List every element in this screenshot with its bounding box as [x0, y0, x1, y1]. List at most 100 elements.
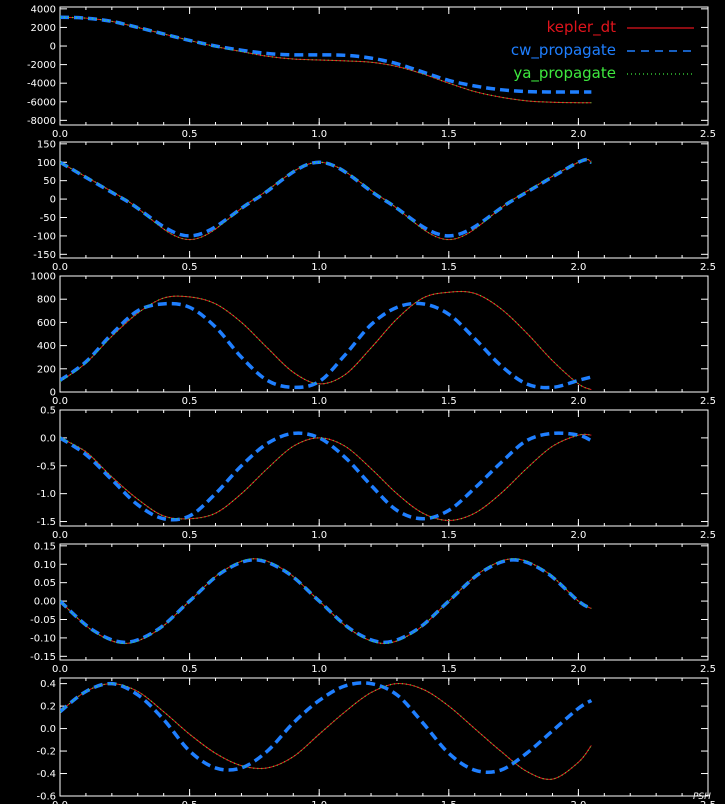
- x-tick-label: 0.0: [52, 262, 68, 273]
- x-tick-label: 2.5: [700, 530, 716, 541]
- y-tick-label: -0.2: [36, 747, 56, 758]
- plot-area: [60, 431, 593, 522]
- x-tick-label: 1.5: [441, 664, 457, 675]
- y-tick-label: -1.5: [36, 517, 56, 528]
- y-tick-label: -0.6: [36, 792, 56, 803]
- series-line-cw-propagate: [60, 431, 593, 522]
- series-line-ya-propagate: [60, 558, 592, 645]
- y-tick-label: 1000: [31, 272, 56, 283]
- y-tick-label: 0: [50, 195, 56, 206]
- x-tick-label: 2.0: [570, 530, 586, 541]
- x-tick-label: 2.0: [570, 396, 586, 407]
- y-tick-label: 800: [37, 295, 56, 306]
- x-tick-label: 1.5: [441, 800, 457, 804]
- y-tick-label: 600: [37, 318, 56, 329]
- y-tick-label: 0.0: [40, 724, 56, 735]
- y-tick-label: -0.10: [30, 633, 56, 644]
- x-tick-label: 2.0: [570, 129, 586, 140]
- y-tick-label: 0.2: [40, 702, 56, 713]
- y-tick-label: 400: [37, 341, 56, 352]
- y-tick-label: -100: [33, 231, 56, 242]
- y-tick-label: 0: [50, 42, 56, 53]
- y-tick-label: -50: [40, 213, 56, 224]
- x-tick-label: 2.5: [700, 800, 716, 804]
- y-tick-label: -2000: [27, 60, 56, 71]
- y-tick-label: 0.05: [34, 578, 56, 589]
- plot-frame: [59, 275, 709, 393]
- x-tick-label: 1.0: [311, 396, 327, 407]
- x-tick-label: 0.5: [182, 530, 198, 541]
- x-tick-label: 0.0: [52, 664, 68, 675]
- x-tick-label: 0.5: [182, 129, 198, 140]
- legend-label-kepler-dt: kepler_dt: [547, 18, 616, 37]
- chart-panel-1: 0.0 0.5 1.0 1.5 2.0 2.5 4000 2000 0 -2000 -4000 -60…: [27, 4, 716, 140]
- plot-area: [60, 290, 592, 391]
- y-tick-label: 4000: [31, 4, 56, 15]
- series-line-kepler-dt: [60, 433, 592, 521]
- y-tick-label: 200: [37, 364, 56, 375]
- y-tick-label: -0.4: [36, 769, 56, 780]
- y-tick-label: 0.10: [34, 560, 56, 571]
- series-line-ya-propagate: [60, 16, 592, 104]
- x-tick-label: 0.0: [52, 396, 68, 407]
- x-tick-label: 2.5: [700, 664, 716, 675]
- x-tick-label: 2.0: [570, 664, 586, 675]
- x-tick-label: 0.0: [52, 129, 68, 140]
- x-tick-label: 0.5: [182, 262, 198, 273]
- watermark-text: PSH: [693, 792, 711, 802]
- y-tick-label: 150: [37, 139, 56, 150]
- x-tick-label: 1.0: [311, 800, 327, 804]
- y-tick-label: 0.4: [40, 679, 56, 690]
- y-tick-label: -0.5: [36, 461, 56, 472]
- plot-area: [60, 157, 593, 241]
- y-tick-label: 0.15: [34, 541, 56, 552]
- plot-frame: [59, 677, 709, 797]
- x-tick-label: 0.0: [52, 530, 68, 541]
- chart-panel-5: 0.0 0.5 1.0 1.5 2.0 2.5 0.15 0.10 0.05 0.00 -0.05 -…: [30, 541, 716, 675]
- x-tick-label: 1.0: [311, 664, 327, 675]
- y-tick-label: -0.05: [30, 615, 56, 626]
- series-line-cw-propagate: [60, 681, 593, 775]
- y-tick-label: 0: [50, 388, 56, 399]
- legend: kepler_dt cw_propagate ya_propagate: [511, 18, 694, 83]
- x-tick-label: 2.0: [570, 262, 586, 273]
- series-line-cw-propagate: [60, 301, 592, 390]
- chart-panel-3: 0.0 0.5 1.0 1.5 2.0 2.5 1000 800 600 400 200 0: [31, 272, 716, 408]
- x-tick-label: 1.0: [311, 530, 327, 541]
- plot-frame: [59, 409, 709, 527]
- series-line-ya-propagate: [60, 158, 592, 241]
- plot-frame: [59, 141, 709, 259]
- y-tick-label: 0.0: [40, 433, 56, 444]
- x-tick-label: 1.5: [441, 530, 457, 541]
- series-line-cw-propagate: [60, 157, 593, 238]
- y-tick-label: -1.0: [36, 489, 56, 500]
- legend-label-ya-propagate: ya_propagate: [513, 64, 616, 83]
- x-tick-label: 1.5: [441, 129, 457, 140]
- plot-area: [60, 681, 593, 781]
- x-tick-label: 0.0: [52, 800, 68, 804]
- y-tick-label: -8000: [27, 116, 56, 127]
- legend-label-cw-propagate: cw_propagate: [511, 41, 616, 60]
- y-tick-label: 0.00: [34, 597, 56, 608]
- chart-panel-6: 0.0 0.5 1.0 1.5 2.0 2.5 0.4 0.2 0.0 -0.2 -0.4 -0.6: [36, 677, 716, 804]
- x-tick-label: 1.5: [441, 262, 457, 273]
- x-tick-label: 2.0: [570, 800, 586, 804]
- y-tick-label: -150: [33, 250, 56, 261]
- plot-area: [60, 15, 592, 104]
- series-line-cw-propagate: [60, 558, 593, 645]
- x-tick-label: 1.5: [441, 396, 457, 407]
- x-tick-label: 1.0: [311, 129, 327, 140]
- series-line-kepler-dt: [60, 16, 592, 104]
- x-tick-label: 0.5: [182, 664, 198, 675]
- x-tick-label: 2.5: [700, 396, 716, 407]
- x-tick-label: 2.5: [700, 262, 716, 273]
- y-tick-label: -4000: [27, 79, 56, 90]
- y-tick-label: 100: [37, 158, 56, 169]
- chart-panel-4: 0.0 0.5 1.0 1.5 2.0 2.5 0.5 0.0 -0.5 -1.0 -1.5: [36, 406, 715, 542]
- y-tick-label: -0.15: [30, 652, 56, 663]
- y-tick-label: -6000: [27, 97, 56, 108]
- x-tick-label: 0.5: [182, 800, 198, 804]
- series-line-kepler-dt: [60, 558, 592, 644]
- plot-frame: [59, 6, 709, 126]
